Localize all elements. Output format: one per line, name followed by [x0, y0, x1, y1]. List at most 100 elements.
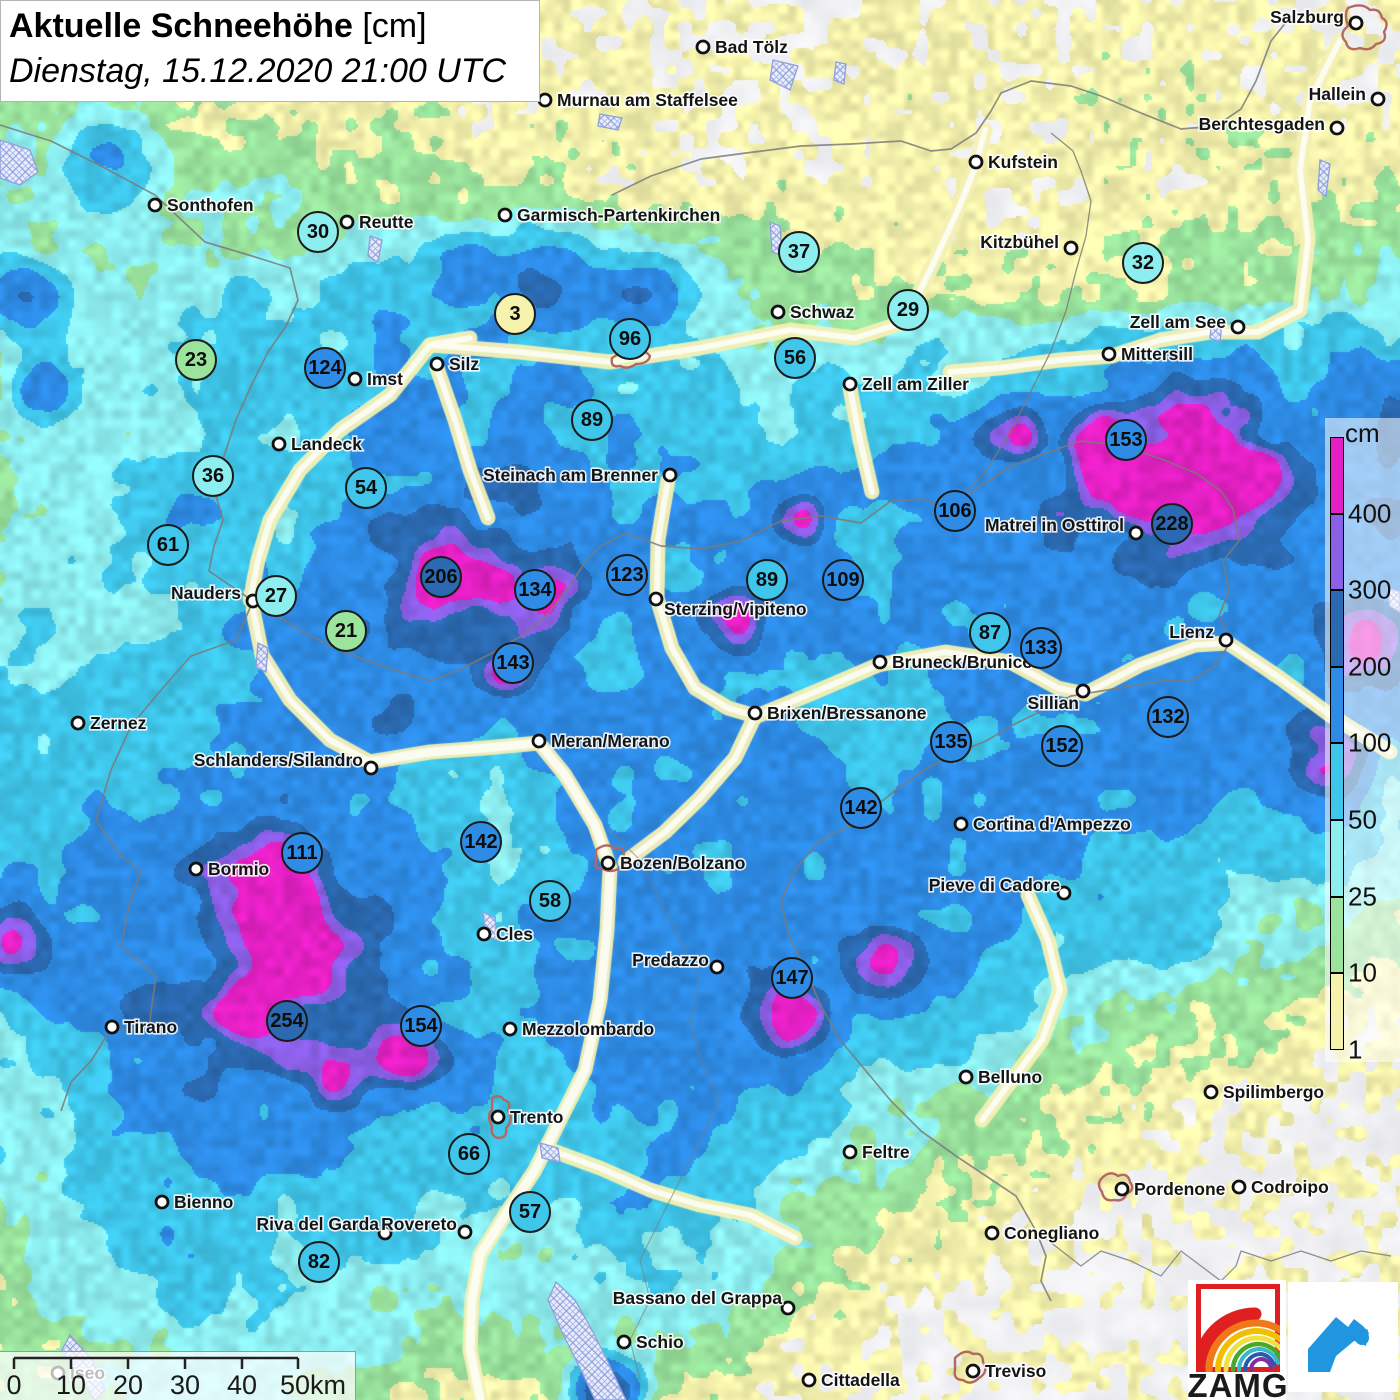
- border-line: [611, 15, 1292, 196]
- station-marker: 147: [771, 957, 813, 999]
- city-label: Treviso: [985, 1361, 1046, 1381]
- city-dot: [1230, 319, 1246, 335]
- city-dot: [104, 1019, 120, 1035]
- station-marker: 89: [571, 399, 613, 441]
- city-label: Cittadella: [821, 1370, 900, 1390]
- city-label: Mezzolombardo: [522, 1019, 654, 1039]
- city-label: Bad Tölz: [715, 37, 788, 57]
- city-dot: [70, 715, 86, 731]
- city-label: Berchtesgaden: [1199, 114, 1325, 134]
- city-boundary-trento: [487, 1095, 512, 1140]
- station-marker: 3: [494, 293, 536, 335]
- city-dot: [1329, 120, 1345, 136]
- scale-bar: 0 10 20 30 40 50km: [0, 1351, 356, 1400]
- city-label: Zernez: [90, 713, 147, 733]
- legend-tick-label: 300: [1348, 574, 1392, 605]
- station-marker: 37: [778, 231, 820, 273]
- city-label: Schio: [636, 1332, 684, 1352]
- station-marker: 23: [175, 339, 217, 381]
- city-label: Reutte: [359, 212, 414, 232]
- city-dot: [747, 705, 763, 721]
- city-label: Kufstein: [988, 152, 1058, 172]
- title-box: Aktuelle Schneehöhe [cm] Dienstag, 15.12…: [0, 0, 540, 102]
- city-dot: [497, 207, 513, 223]
- station-marker: 96: [609, 318, 651, 360]
- legend-tick-label: 10: [1348, 957, 1377, 988]
- legend-tick-label: 400: [1348, 498, 1392, 529]
- city-dot: [1101, 346, 1117, 362]
- city-dot: [1063, 240, 1079, 256]
- station-marker: 143: [492, 642, 534, 684]
- scale-bar-label: 20: [113, 1370, 143, 1400]
- station-marker: 21: [325, 610, 367, 652]
- legend-band-400: [1330, 437, 1344, 514]
- city-label: Pordenone: [1134, 1179, 1226, 1199]
- legend-band-50: [1330, 743, 1344, 820]
- legend: cm 400 300 200 100 50 25 10 1: [1325, 418, 1400, 1065]
- city-label: Imst: [367, 369, 403, 389]
- city-dot: [842, 1144, 858, 1160]
- border-line: [154, 194, 299, 602]
- border-line: [252, 440, 1240, 1302]
- city-label: Kitzbühel: [980, 232, 1059, 252]
- legend-tick-label: 1: [1348, 1034, 1363, 1065]
- city-label: Lienz: [1169, 622, 1214, 642]
- station-marker: 57: [509, 1191, 551, 1233]
- legend-tick-label: 25: [1348, 881, 1377, 912]
- station-marker: 36: [192, 455, 234, 497]
- station-marker: 142: [460, 821, 502, 863]
- station-marker: 134: [514, 569, 556, 611]
- lake-walchensee: [769, 59, 799, 91]
- legend-tick-label: 200: [1348, 651, 1392, 682]
- city-label: Salzburg: [1270, 7, 1344, 27]
- lake-tegernsee: [833, 61, 847, 85]
- legend-band-200: [1330, 590, 1344, 667]
- station-marker: 206: [420, 556, 462, 598]
- city-dot: [377, 1225, 393, 1241]
- station-marker: 133: [1020, 627, 1062, 669]
- city-dot: [968, 154, 984, 170]
- scale-bar-graphic: 0 10 20 30 40 50km: [6, 1356, 346, 1400]
- city-label: Sterzing/Vipiteno: [664, 599, 807, 619]
- station-marker: 58: [529, 880, 571, 922]
- station-marker: 124: [304, 347, 346, 389]
- city-dot: [363, 760, 379, 776]
- partner-mountain-icon: [1308, 1317, 1369, 1372]
- border-line: [950, 132, 1092, 509]
- station-marker: 123: [606, 554, 648, 596]
- city-boundary-treviso: [953, 1350, 987, 1384]
- scale-bar-ruler: [12, 1356, 300, 1369]
- zamg-logo-text: ZAMG: [1187, 1367, 1288, 1400]
- station-marker: 109: [822, 559, 864, 601]
- station-marker: 87: [969, 612, 1011, 654]
- city-label: Bienno: [174, 1192, 233, 1212]
- city-label: Riva del Garda: [256, 1214, 379, 1234]
- city-label: Cortina d'Ampezzo: [973, 814, 1131, 834]
- city-label: Sonthofen: [167, 195, 254, 215]
- city-dot: [531, 733, 547, 749]
- legend-unit-label: cm: [1345, 418, 1380, 448]
- city-dot: [154, 1194, 170, 1210]
- city-label: Belluno: [978, 1067, 1042, 1087]
- lake-garda: [547, 1280, 627, 1400]
- city-dot: [1370, 91, 1386, 107]
- station-marker: 54: [345, 467, 387, 509]
- city-dot: [1348, 15, 1364, 31]
- map-title-text: Aktuelle Schneehöhe: [9, 7, 353, 45]
- scale-bar-label: 0: [6, 1370, 21, 1400]
- station-marker: 30: [297, 211, 339, 253]
- city-dot: [147, 197, 163, 213]
- city-dot: [709, 959, 725, 975]
- city-boundary-bozen: [594, 844, 628, 873]
- city-dot: [1056, 885, 1072, 901]
- station-marker: 56: [774, 337, 816, 379]
- city-label: Bruneck/Brunico: [892, 652, 1033, 672]
- city-label: Predazzo: [632, 950, 709, 970]
- city-dot: [958, 1069, 974, 1085]
- city-dot: [600, 855, 616, 871]
- lake-caldonazzo: [539, 1142, 561, 1163]
- border-line: [0, 124, 156, 196]
